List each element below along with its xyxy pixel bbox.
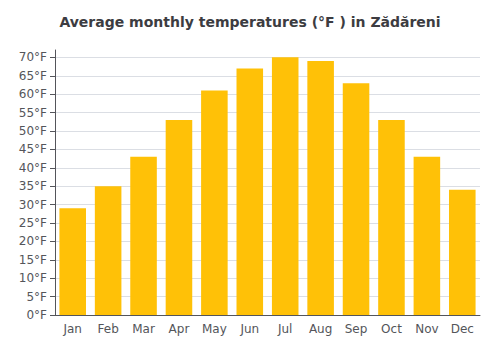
svg-text:Sep: Sep (345, 322, 368, 336)
svg-text:Apr: Apr (169, 322, 190, 336)
svg-text:30°F: 30°F (19, 198, 47, 212)
svg-text:Mar: Mar (132, 322, 155, 336)
svg-text:60°F: 60°F (19, 87, 47, 101)
svg-text:15°F: 15°F (19, 253, 47, 267)
svg-text:Feb: Feb (98, 322, 119, 336)
svg-text:10°F: 10°F (19, 271, 47, 285)
svg-text:55°F: 55°F (19, 106, 47, 120)
svg-text:25°F: 25°F (19, 216, 47, 230)
svg-text:5°F: 5°F (26, 290, 47, 304)
svg-text:40°F: 40°F (19, 161, 47, 175)
svg-text:0°F: 0°F (26, 308, 47, 322)
svg-text:50°F: 50°F (19, 124, 47, 138)
svg-text:Oct: Oct (381, 322, 402, 336)
svg-text:Nov: Nov (415, 322, 438, 336)
svg-text:65°F: 65°F (19, 69, 47, 83)
svg-text:Aug: Aug (309, 322, 332, 336)
svg-text:Jun: Jun (239, 322, 259, 336)
svg-text:45°F: 45°F (19, 142, 47, 156)
svg-text:Dec: Dec (451, 322, 474, 336)
svg-text:Jan: Jan (62, 322, 82, 336)
svg-text:20°F: 20°F (19, 234, 47, 248)
svg-text:Average monthly temperatures (: Average monthly temperatures (°F ) in Ză… (59, 14, 440, 30)
svg-text:35°F: 35°F (19, 179, 47, 193)
svg-text:70°F: 70°F (19, 50, 47, 64)
svg-text:May: May (202, 322, 227, 336)
svg-text:Jul: Jul (277, 322, 292, 336)
